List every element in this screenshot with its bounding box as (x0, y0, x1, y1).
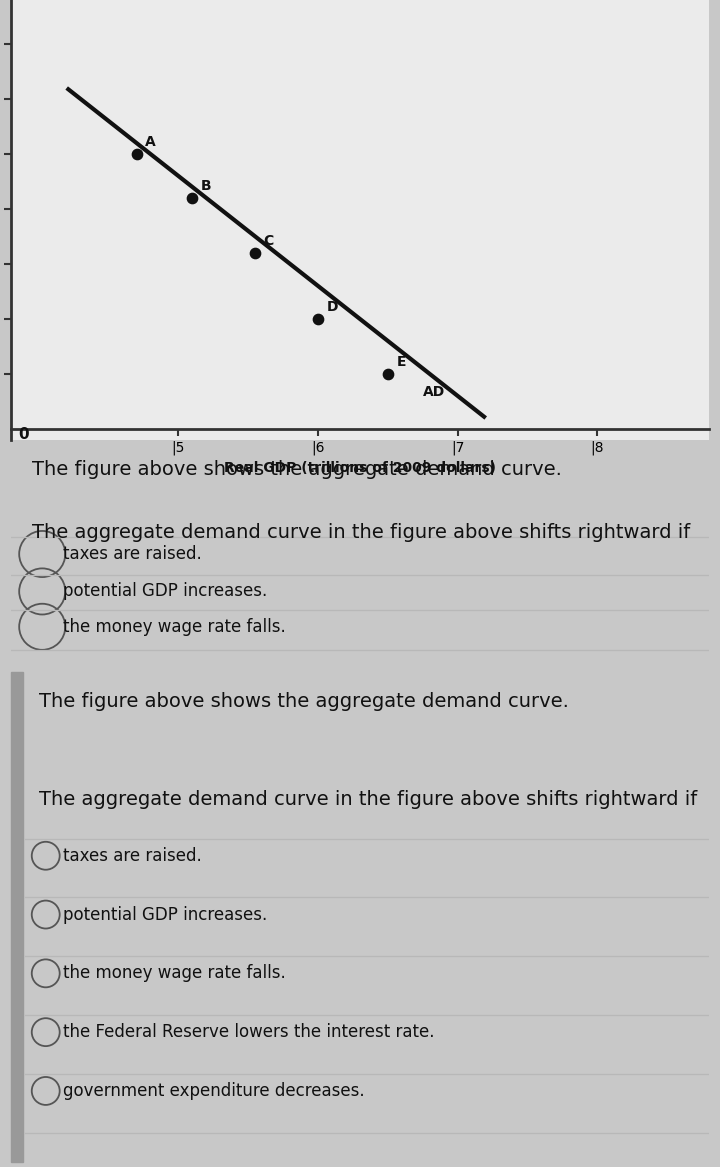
Text: The figure above shows the aggregate demand curve.: The figure above shows the aggregate dem… (39, 692, 569, 711)
Text: potential GDP increases.: potential GDP increases. (63, 582, 267, 601)
Bar (11, 672, 23, 1162)
Text: The aggregate demand curve in the figure above shifts rightward if: The aggregate demand curve in the figure… (32, 523, 690, 541)
Text: The figure above shows the aggregate demand curve.: The figure above shows the aggregate dem… (32, 461, 562, 480)
Point (131, 145, 143, 163)
Text: AD: AD (423, 385, 445, 399)
Text: the Federal Reserve lowers the interest rate.: the Federal Reserve lowers the interest … (63, 1023, 435, 1041)
Text: the money wage rate falls.: the money wage rate falls. (63, 617, 286, 636)
Text: C: C (264, 233, 274, 247)
X-axis label: Real GDP (trillions of 2009 dollars): Real GDP (trillions of 2009 dollars) (224, 461, 496, 475)
Text: 0: 0 (18, 427, 28, 442)
Text: D: D (326, 300, 338, 314)
Text: E: E (396, 355, 406, 369)
Text: The aggregate demand curve in the figure above shifts rightward if: The aggregate demand curve in the figure… (39, 790, 697, 809)
Point (186, 189, 198, 208)
Text: potential GDP increases.: potential GDP increases. (63, 906, 267, 923)
Text: taxes are raised.: taxes are raised. (63, 847, 202, 865)
Text: B: B (201, 179, 212, 193)
Text: A: A (145, 134, 156, 148)
Point (382, 364, 394, 383)
Text: taxes are raised.: taxes are raised. (63, 545, 202, 562)
Text: the money wage rate falls.: the money wage rate falls. (63, 964, 286, 983)
Point (250, 244, 261, 263)
Text: government expenditure decreases.: government expenditure decreases. (63, 1082, 365, 1100)
Point (312, 309, 324, 328)
